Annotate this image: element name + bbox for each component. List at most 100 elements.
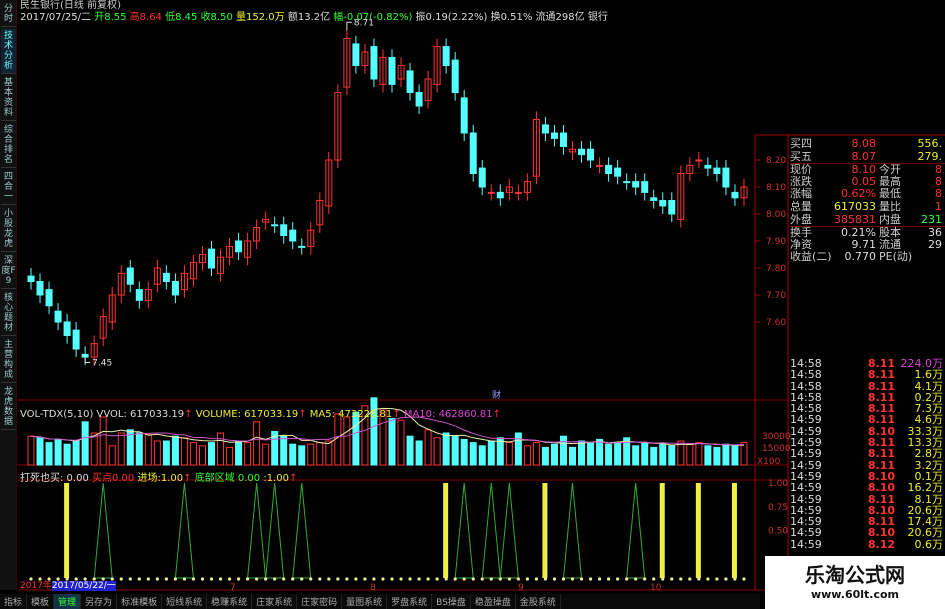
sidebar-tab[interactable]: 技术分析 — [1, 29, 16, 74]
watermark-name: 乐淘公式网 — [805, 563, 905, 587]
footer-tab[interactable]: 管理 — [54, 594, 82, 609]
candle-up — [505, 186, 513, 193]
footer-tab[interactable]: 另存为 — [81, 594, 118, 609]
sidebar-tab[interactable]: 基本资料 — [1, 76, 16, 121]
footer-tab[interactable]: 罗盘系统 — [387, 594, 433, 609]
yellow-spike — [542, 483, 548, 578]
sidebar-tab[interactable]: 龙虎数据 — [1, 385, 16, 430]
entry-value: :1.00 — [157, 473, 184, 484]
price-axis-label: 8.10 — [766, 183, 786, 193]
baseline-dot — [742, 577, 746, 581]
footer-tab[interactable]: 稳赚系统 — [207, 594, 253, 609]
baseline-dot — [462, 577, 466, 581]
candle-down — [135, 289, 143, 301]
up-arrow-icon: ↑ — [298, 409, 307, 420]
quote-label: 现价 — [790, 163, 812, 177]
volume-bar — [496, 437, 504, 466]
footer-tab[interactable]: 金股系统 — [516, 594, 561, 609]
baseline-dot — [291, 577, 295, 581]
baseline-dot — [679, 577, 683, 581]
candle-down — [36, 281, 44, 296]
candle-down — [126, 267, 134, 285]
volume-bar — [406, 435, 414, 466]
volume-bar — [632, 445, 640, 466]
volume-bar — [316, 442, 324, 466]
baseline-dot — [579, 577, 584, 581]
baseline-dot — [236, 577, 241, 581]
candle-down — [271, 224, 279, 227]
price-axis-label: 7.80 — [766, 264, 786, 274]
baseline-dot — [706, 577, 710, 581]
footer-tab[interactable]: 模板 — [27, 594, 55, 609]
sidebar-tab[interactable]: 小股龙虎 — [1, 207, 16, 252]
volume-bar — [99, 416, 107, 466]
quote-value2: 8 — [935, 163, 942, 177]
tick-list[interactable]: 14:58 8.11 224.0万 14:58 8.11 1.6万 14:58 8.11 4.1… — [790, 358, 945, 550]
sidebar-tab[interactable]: 综合排名 — [1, 123, 16, 168]
tick-time: 14:58 — [790, 402, 822, 416]
tick-row: 14:59 8.10 20.6万 — [790, 527, 945, 539]
tick-row: 14:59 8.10 0.1万 — [790, 469, 945, 483]
sidebar-tab[interactable]: 四合一 — [1, 170, 16, 205]
candle-down — [641, 181, 649, 193]
footer-tab[interactable]: 庄家密码 — [297, 594, 343, 609]
volume-bar — [641, 442, 649, 466]
volume-bar — [397, 419, 405, 466]
volume-bar — [235, 440, 243, 466]
candle-up — [677, 173, 685, 220]
quote-value: 0.770 — [844, 250, 877, 264]
sidebar-tab[interactable]: 主营构成 — [1, 338, 16, 383]
footer-tab[interactable]: BS操盘 — [432, 594, 471, 609]
green-spike — [626, 482, 646, 579]
candle-up — [189, 262, 197, 280]
stock-title: 民生银行(日线 前复权) — [20, 0, 121, 11]
tick-time: 14:59 — [790, 469, 822, 483]
baseline-dot — [246, 577, 250, 581]
quote-value2: 1 — [935, 199, 942, 213]
footer-tab[interactable]: 庄家系统 — [252, 594, 298, 609]
tick-row: 14:59 8.12 0.6万 — [790, 538, 945, 550]
high: 高8.64 — [129, 12, 162, 23]
candle-up — [253, 227, 261, 242]
candle-up — [433, 46, 441, 85]
volume-bar — [271, 430, 279, 466]
sidebar-tab[interactable]: 核心题材 — [1, 291, 16, 336]
quote-row: 现价 8.10 今开 8 — [790, 163, 945, 176]
tick-price: 8.10 — [867, 481, 895, 495]
footer-tab[interactable]: 标准模板 — [117, 594, 163, 609]
tick-volume: 8.1万 — [914, 492, 944, 506]
baseline-dot — [435, 577, 439, 581]
footer-tab[interactable]: 量图系统 — [342, 594, 388, 609]
baseline-dot — [110, 577, 114, 581]
volume-bar — [713, 446, 721, 466]
volume-bar — [208, 442, 215, 466]
footer-tab[interactable]: 稳盈操盘 — [471, 594, 516, 609]
yellow-spike — [731, 483, 737, 578]
sidebar-tab[interactable]: 分时 — [1, 2, 16, 27]
baseline-dot — [65, 577, 69, 581]
candle-down — [478, 167, 486, 188]
tick-time: 14:59 — [790, 481, 822, 495]
yellow-spike — [64, 483, 70, 578]
tick-price: 8.10 — [867, 424, 895, 438]
volume-bar — [469, 442, 477, 466]
float-cap: 流通298亿 — [535, 12, 585, 23]
candle-up — [379, 56, 387, 85]
volume-bar — [226, 446, 234, 466]
candle-up — [117, 272, 125, 296]
vol-axis-unit: X100 — [757, 457, 781, 467]
tick-price: 8.11 — [867, 413, 895, 427]
footer-tab[interactable]: 短线系统 — [162, 594, 208, 609]
baseline-dot — [164, 577, 168, 581]
tick-time: 14:58 — [790, 379, 822, 393]
tick-volume: 1.6万 — [914, 368, 944, 382]
footer-tab[interactable]: 指标 — [0, 594, 28, 609]
tick-volume: 16.2万 — [907, 481, 944, 495]
baseline-dot — [345, 577, 349, 581]
candle-up — [180, 272, 188, 291]
sidebar-tab[interactable]: 深度F9 — [1, 254, 16, 289]
baseline-dot — [318, 577, 322, 581]
baseline-dot — [372, 577, 376, 581]
candle-up — [90, 343, 98, 358]
